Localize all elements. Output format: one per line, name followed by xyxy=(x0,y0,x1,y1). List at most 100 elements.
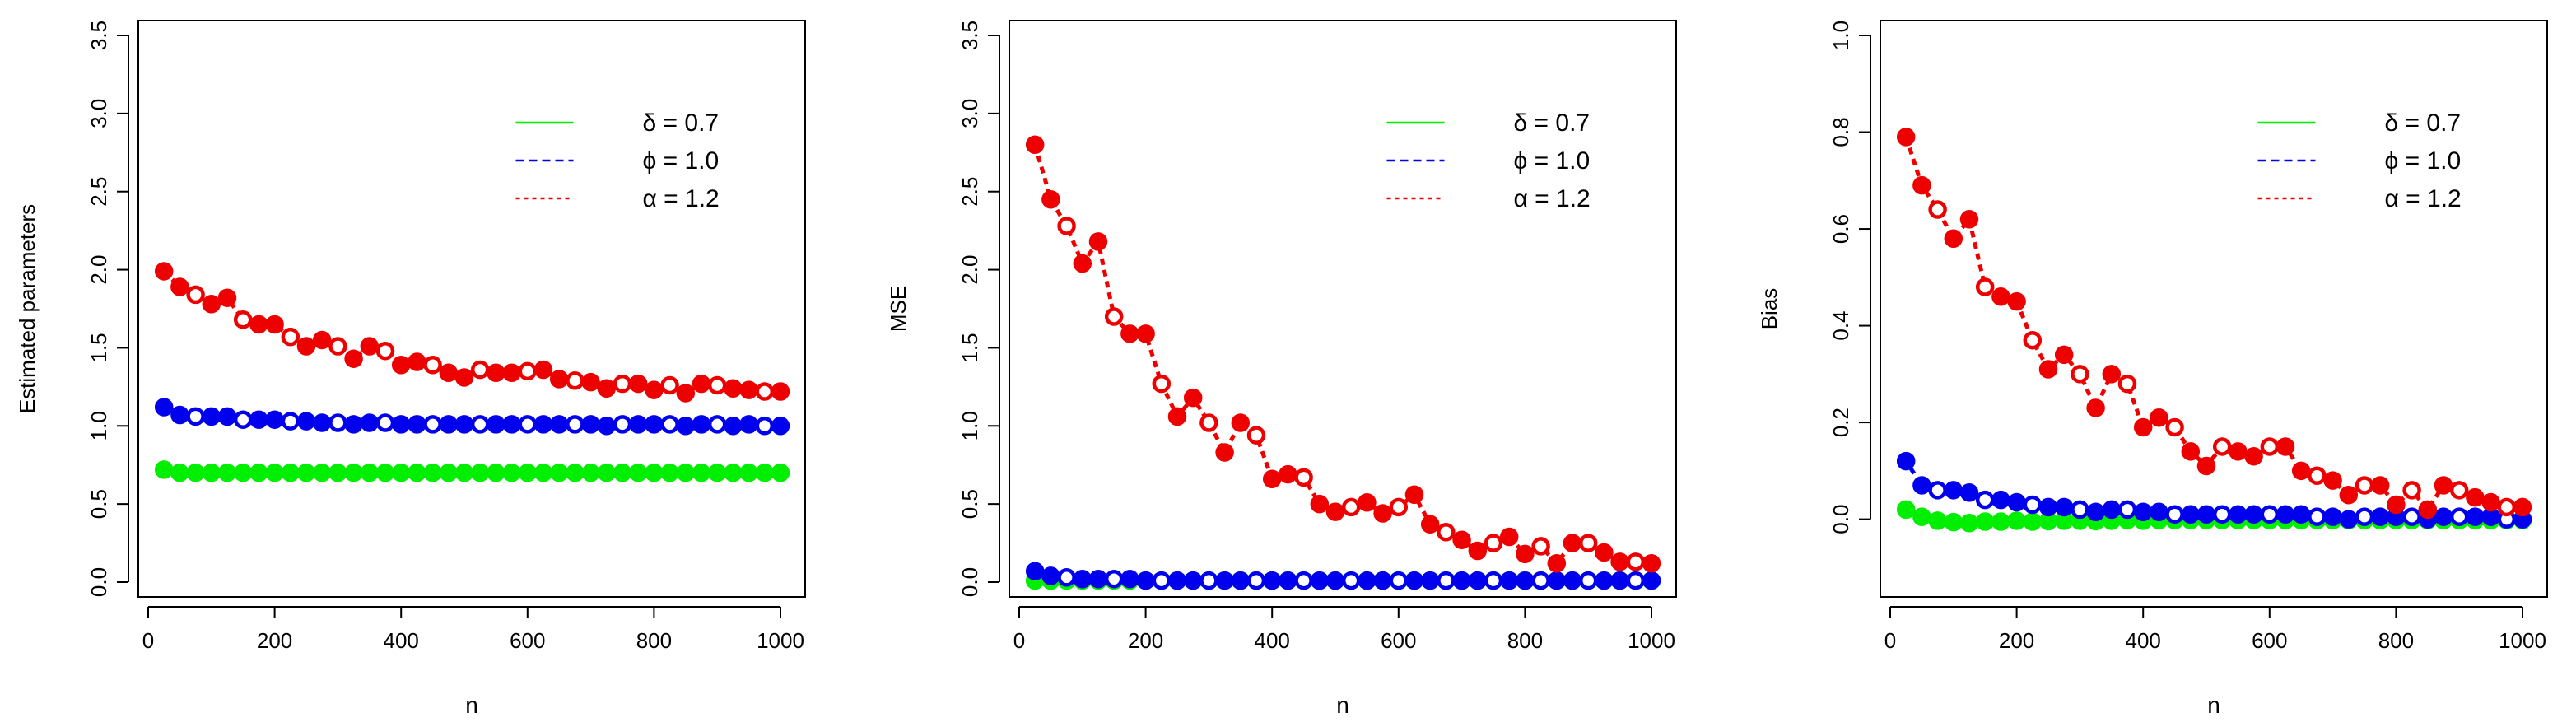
data-point-alpha xyxy=(1531,537,1550,556)
data-point-alpha xyxy=(518,361,538,381)
data-point-delta xyxy=(408,463,426,482)
data-point-phi xyxy=(1547,571,1567,590)
data-point-alpha xyxy=(1563,534,1582,552)
data-point-delta xyxy=(1959,514,1979,533)
data-point-phi xyxy=(1294,571,1313,590)
data-point-phi xyxy=(2244,505,2263,524)
data-point-phi xyxy=(2038,497,2058,517)
data-point-phi xyxy=(487,415,505,434)
data-point-alpha xyxy=(1073,254,1092,273)
data-point-alpha xyxy=(613,374,632,394)
data-point-delta xyxy=(423,463,442,482)
data-point-phi xyxy=(707,415,727,434)
data-point-phi xyxy=(1246,571,1266,590)
data-point-alpha xyxy=(360,337,380,356)
y-tick-label: 0.5 xyxy=(86,489,111,519)
x-tick-label: 600 xyxy=(510,628,545,653)
data-point-delta xyxy=(1991,512,2010,531)
data-point-phi xyxy=(202,407,221,426)
data-point-alpha xyxy=(739,380,758,399)
data-point-phi xyxy=(1279,571,1297,590)
data-point-phi xyxy=(170,405,189,425)
data-point-delta xyxy=(217,463,237,482)
data-point-alpha xyxy=(2212,437,2232,456)
x-tick-label: 200 xyxy=(257,628,292,653)
data-point-phi xyxy=(1373,571,1392,590)
data-point-alpha xyxy=(265,315,284,334)
data-point-phi xyxy=(1944,481,1963,500)
data-point-alpha xyxy=(328,337,347,356)
data-point-phi xyxy=(1341,571,1361,590)
data-point-delta xyxy=(360,463,380,482)
data-point-phi xyxy=(1484,571,1503,590)
data-point-alpha xyxy=(581,372,600,392)
data-point-alpha xyxy=(2497,497,2517,517)
data-point-phi xyxy=(328,413,347,432)
data-point-alpha xyxy=(1057,217,1076,235)
data-point-phi xyxy=(1991,490,2010,510)
y-tick-label: 3.0 xyxy=(86,99,111,128)
x-axis-label: n xyxy=(465,692,478,718)
x-tick-label: 800 xyxy=(1507,628,1543,653)
data-point-phi xyxy=(1595,571,1614,590)
data-point-alpha xyxy=(470,360,490,380)
series-phi xyxy=(1896,451,2532,529)
data-point-delta xyxy=(1975,512,1995,531)
x-tick-label: 0 xyxy=(142,628,154,653)
data-point-delta xyxy=(312,463,332,482)
data-point-phi xyxy=(2481,507,2500,526)
y-tick-label: 3.5 xyxy=(957,21,982,50)
data-point-delta xyxy=(170,463,189,482)
data-point-alpha xyxy=(1595,543,1614,562)
data-point-delta xyxy=(439,463,459,482)
data-point-phi xyxy=(692,415,711,434)
plot-frame xyxy=(1009,20,1677,598)
data-point-alpha xyxy=(2370,476,2390,495)
data-point-phi xyxy=(2071,500,2089,520)
data-point-alpha xyxy=(296,337,316,356)
data-point-phi xyxy=(739,415,758,434)
data-point-alpha xyxy=(1152,374,1172,394)
x-tick-label: 200 xyxy=(1999,628,2034,653)
data-point-alpha xyxy=(1088,232,1108,251)
data-point-phi xyxy=(2355,507,2374,526)
data-point-alpha xyxy=(2165,417,2184,437)
legend: δ = 0.7 ϕ = 1.0 α = 1.2 xyxy=(2257,110,2462,212)
data-point-delta xyxy=(281,463,300,482)
data-point-phi xyxy=(676,417,696,436)
data-point-phi xyxy=(281,412,300,431)
y-axis-label: Bias xyxy=(1757,288,1782,330)
data-point-delta xyxy=(676,463,696,482)
y-tick-label: 0.0 xyxy=(957,567,982,597)
data-point-alpha xyxy=(1373,504,1392,523)
data-point-delta xyxy=(739,463,758,482)
data-point-phi xyxy=(645,415,664,434)
y-tick-label: 1.0 xyxy=(86,411,111,440)
x-tick-label: 600 xyxy=(2252,628,2287,653)
data-point-alpha xyxy=(2466,487,2485,507)
data-point-delta xyxy=(502,463,521,482)
data-point-delta xyxy=(454,463,474,482)
y-tick-label: 2.5 xyxy=(86,177,111,207)
data-point-phi xyxy=(1959,483,1979,502)
legend-label-delta: δ = 0.7 xyxy=(643,110,720,137)
data-point-phi xyxy=(1626,571,1646,590)
data-point-phi xyxy=(1310,571,1330,590)
data-point-alpha xyxy=(1262,469,1282,489)
data-point-alpha xyxy=(1578,534,1598,552)
y-tick-label: 0.8 xyxy=(1828,117,1853,147)
data-point-alpha xyxy=(1928,200,1947,219)
data-point-phi xyxy=(1516,571,1535,590)
data-point-phi xyxy=(344,415,363,434)
data-point-delta xyxy=(328,463,347,482)
data-point-alpha xyxy=(533,360,553,380)
data-point-phi xyxy=(296,412,316,431)
data-point-alpha xyxy=(1642,553,1661,573)
data-point-alpha xyxy=(2434,476,2453,495)
data-point-alpha xyxy=(724,379,743,398)
data-point-phi xyxy=(771,417,790,436)
data-point-delta xyxy=(755,463,775,482)
data-point-alpha xyxy=(692,374,711,394)
data-point-phi xyxy=(533,415,553,434)
data-point-alpha xyxy=(2402,481,2421,500)
